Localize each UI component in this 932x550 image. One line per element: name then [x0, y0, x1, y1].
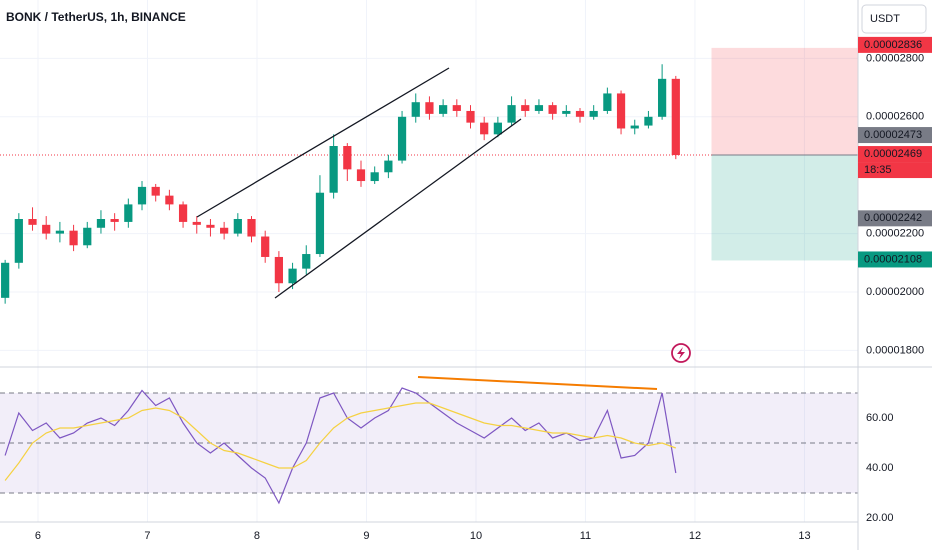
candle-body: [151, 186, 160, 196]
last-price-label-bg: [858, 146, 932, 163]
x-tick-label: 11: [580, 530, 591, 542]
candle-body: [137, 186, 147, 205]
candle-body: [28, 219, 37, 225]
candle-body: [439, 105, 448, 114]
candle-body: [589, 110, 598, 117]
x-tick-label: 8: [254, 530, 260, 542]
candle-body: [124, 204, 133, 222]
candle-body: [603, 93, 612, 111]
candle-body: [493, 122, 502, 135]
candle-body: [644, 116, 653, 126]
countdown-bg: [858, 162, 932, 179]
candle-body: [507, 105, 516, 123]
rsi-line: [4, 387, 677, 505]
chart-title: BONK / TetherUS, 1h, BINANCE: [6, 10, 186, 24]
candle-body: [83, 227, 92, 246]
top-layer: 6 7 8 9 10 11 12 13 0.00001800 0.00002000 0.000022…: [35, 36, 932, 542]
candle-body: [178, 204, 188, 222]
candle-body: [480, 122, 489, 135]
rsi-tick-label: 60.00: [866, 412, 894, 424]
rsi-line: [4, 402, 677, 481]
y-tick-label: 0.00002200: [866, 228, 924, 240]
currency-label: USDT: [870, 13, 900, 25]
candle-body: [69, 230, 78, 246]
rsi-tick-label: 40.00: [866, 462, 894, 474]
profit-zone: [711, 47, 858, 156]
marker-label: 0.00002242: [864, 212, 922, 224]
candle-body: [315, 192, 325, 255]
candle-body: [233, 219, 242, 234]
x-tick-label: 10: [470, 530, 482, 542]
candle-body: [247, 219, 256, 237]
candle-body: [562, 110, 571, 114]
x-tick-label: 12: [689, 530, 701, 542]
alert-icon[interactable]: [671, 343, 691, 363]
candle-body: [452, 105, 461, 111]
candle-body: [261, 236, 270, 257]
x-tick-label: 9: [363, 530, 369, 542]
candle-body: [671, 78, 680, 156]
y-tick-label: 0.00001800: [866, 344, 924, 356]
main-layer: [1, 64, 680, 505]
y-tick-label: 0.00002600: [866, 111, 924, 123]
candle-body: [548, 105, 557, 114]
candle-body: [42, 224, 51, 234]
candle-body: [466, 110, 475, 123]
candle-body: [370, 172, 379, 182]
candle-body: [425, 102, 434, 114]
candle-body: [1, 262, 10, 298]
currency-button[interactable]: [861, 4, 927, 34]
marker-label-bg: [858, 210, 932, 227]
candle-body: [575, 110, 585, 117]
candle-body: [192, 221, 201, 225]
countdown-label: 18:35: [864, 164, 892, 176]
candle-body: [356, 169, 366, 182]
candle-body: [110, 219, 119, 222]
candle-body: [288, 268, 297, 284]
candle-body: [220, 227, 229, 234]
trend-line: [196, 67, 450, 218]
candle-body: [534, 105, 544, 111]
candle-body: [658, 78, 667, 117]
candle-body: [14, 219, 23, 263]
last-price-label: 0.00002469: [864, 148, 922, 160]
target-label: 0.00002836: [864, 39, 922, 51]
divergence-line: [417, 376, 658, 390]
candle-body: [616, 93, 626, 129]
x-tick-label: 6: [35, 530, 41, 542]
candle-body: [165, 195, 174, 205]
x-tick-label: 7: [144, 530, 150, 542]
y-tick-label: 0.00002800: [866, 52, 924, 64]
candle-body: [96, 219, 106, 228]
candle-body: [206, 224, 215, 228]
candle-body: [343, 146, 352, 170]
x-tick-label: 13: [798, 530, 810, 542]
candle-body: [55, 230, 64, 234]
stop-label: 0.00002108: [864, 253, 922, 265]
y-tick-label: 0.00002000: [866, 286, 924, 298]
candle-body: [521, 105, 530, 111]
trend-line: [274, 118, 522, 299]
target-label-bg: [858, 36, 932, 53]
candle-body: [274, 256, 283, 284]
candle-body: [302, 254, 311, 269]
candle-body: [630, 125, 639, 129]
candle-body: [397, 116, 407, 161]
candle-body: [384, 160, 393, 173]
candle-body: [411, 102, 420, 117]
stop-label-bg: [858, 251, 932, 268]
candle-body: [329, 146, 338, 193]
back-layer: [0, 0, 858, 522]
marker-label: 0.00002473: [864, 129, 922, 141]
rsi-tick-label: 20.00: [866, 512, 894, 524]
stop-zone: [711, 155, 858, 261]
marker-label-bg: [858, 127, 932, 144]
